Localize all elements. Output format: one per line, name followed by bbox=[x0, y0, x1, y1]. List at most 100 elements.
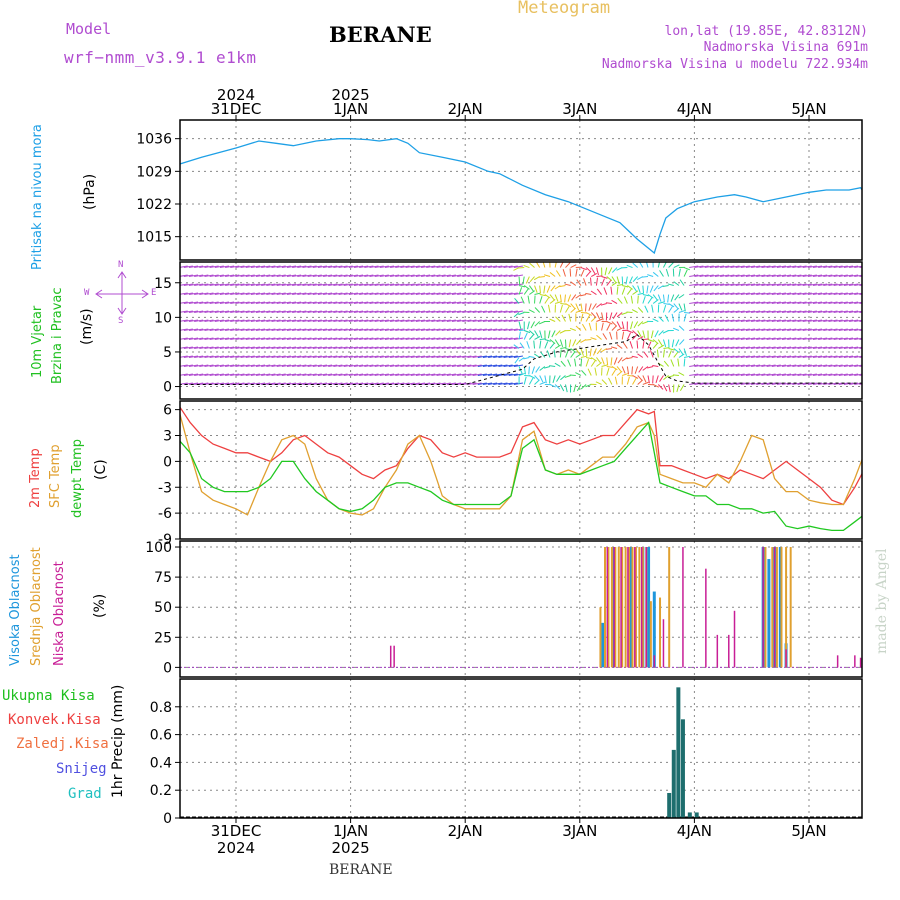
wind-barb bbox=[188, 355, 199, 358]
wind-barb bbox=[761, 355, 771, 358]
wind-barb bbox=[302, 283, 312, 287]
wind-barb bbox=[766, 274, 776, 278]
wind-barb bbox=[338, 382, 348, 385]
wind-barb bbox=[792, 301, 802, 305]
wind-barb bbox=[849, 328, 859, 331]
wind-barb bbox=[343, 310, 353, 314]
wind-barb bbox=[457, 265, 467, 269]
wind-barb bbox=[761, 337, 771, 340]
wind-barb bbox=[390, 337, 400, 340]
wind-barb bbox=[756, 265, 766, 269]
wind-barb bbox=[338, 265, 348, 269]
wind-barb bbox=[508, 301, 518, 305]
y-tick-label: 1029 bbox=[136, 164, 172, 180]
wind-barb bbox=[704, 292, 714, 296]
wind-barb bbox=[271, 265, 281, 269]
wind-barb bbox=[704, 283, 714, 287]
wind-barb bbox=[286, 373, 297, 376]
wind-barb bbox=[271, 283, 281, 287]
wind-barb bbox=[792, 292, 802, 296]
wind-barb bbox=[740, 373, 750, 376]
wind-barb bbox=[865, 383, 874, 385]
wind-barb bbox=[333, 301, 343, 305]
wind-barb bbox=[735, 373, 745, 376]
wind-barb bbox=[451, 319, 462, 322]
wind-barb bbox=[261, 364, 271, 367]
wind-barb bbox=[621, 321, 625, 330]
wind-barb bbox=[255, 346, 266, 349]
wind-barb bbox=[364, 283, 374, 287]
wind-barb bbox=[188, 301, 199, 305]
wind-barb bbox=[420, 265, 431, 269]
wind-barb bbox=[581, 323, 587, 331]
wind-barb bbox=[395, 355, 405, 358]
wind-barb bbox=[240, 373, 250, 376]
wind-barb bbox=[613, 357, 618, 365]
wind-barb bbox=[662, 330, 669, 334]
wind-barb bbox=[219, 355, 230, 358]
wind-barb bbox=[364, 274, 374, 278]
wind-barb bbox=[670, 294, 675, 302]
wind-barb bbox=[865, 311, 874, 313]
wind-barb bbox=[684, 312, 691, 314]
wind-barb bbox=[745, 337, 756, 340]
wind-barb bbox=[482, 328, 493, 331]
wind-barb bbox=[870, 365, 879, 367]
wind-barb bbox=[776, 328, 786, 331]
wind-barb bbox=[183, 292, 193, 296]
model-altitude-info: Nadmorska Visina u modelu 722.934m bbox=[601, 57, 868, 72]
wind-barb bbox=[523, 264, 530, 269]
wind-barb bbox=[735, 355, 745, 358]
wind-barb bbox=[792, 310, 802, 314]
compass-south: S bbox=[118, 316, 124, 326]
wind-barb bbox=[735, 283, 745, 287]
wind-barb bbox=[657, 262, 661, 268]
wind-barb bbox=[583, 278, 587, 286]
wind-barb bbox=[426, 310, 436, 314]
wind-barb bbox=[631, 355, 638, 358]
wind-barb bbox=[617, 297, 623, 304]
wind-barb bbox=[477, 319, 487, 322]
wind-barb bbox=[730, 364, 740, 367]
wind-barb bbox=[297, 301, 307, 305]
wind-barb bbox=[302, 292, 312, 296]
wind-barb bbox=[415, 274, 426, 278]
wind-barb bbox=[622, 342, 628, 349]
wind-barb bbox=[451, 382, 462, 385]
wind-barb bbox=[833, 364, 843, 367]
wind-barb bbox=[276, 373, 286, 376]
wind-barb bbox=[467, 328, 477, 331]
wind-barb bbox=[209, 346, 219, 349]
wind-barb bbox=[828, 373, 838, 376]
wind-barb bbox=[621, 357, 628, 362]
wind-barb bbox=[513, 382, 523, 385]
wind-barb bbox=[219, 283, 230, 287]
wind-barb bbox=[859, 338, 862, 340]
wind-barb bbox=[547, 330, 551, 339]
wind-barb bbox=[514, 297, 520, 304]
wind-barb bbox=[261, 346, 271, 349]
wind-barb bbox=[642, 375, 647, 383]
wind-barb bbox=[420, 364, 431, 367]
wind-barb bbox=[374, 346, 384, 349]
wind-barb bbox=[317, 274, 328, 278]
wind-barb bbox=[188, 328, 199, 331]
wind-barb bbox=[626, 264, 633, 269]
wind-barb bbox=[766, 292, 776, 296]
wind-barb bbox=[689, 355, 699, 358]
wind-barb bbox=[369, 274, 379, 278]
wind-barb bbox=[611, 299, 618, 304]
wind-barb bbox=[575, 303, 580, 311]
wind-barb bbox=[415, 364, 426, 367]
wind-barb bbox=[286, 301, 297, 305]
wind-barb bbox=[513, 312, 520, 318]
wind-barb bbox=[183, 274, 193, 278]
cloud-mid-bar bbox=[785, 547, 788, 668]
wind-barb bbox=[255, 310, 266, 314]
wind-barb bbox=[704, 364, 714, 367]
wind-barb bbox=[652, 318, 659, 322]
wind-barb bbox=[199, 355, 209, 358]
wind-barb bbox=[714, 274, 725, 278]
wind-barb bbox=[838, 364, 848, 367]
wind-barb bbox=[725, 292, 735, 296]
